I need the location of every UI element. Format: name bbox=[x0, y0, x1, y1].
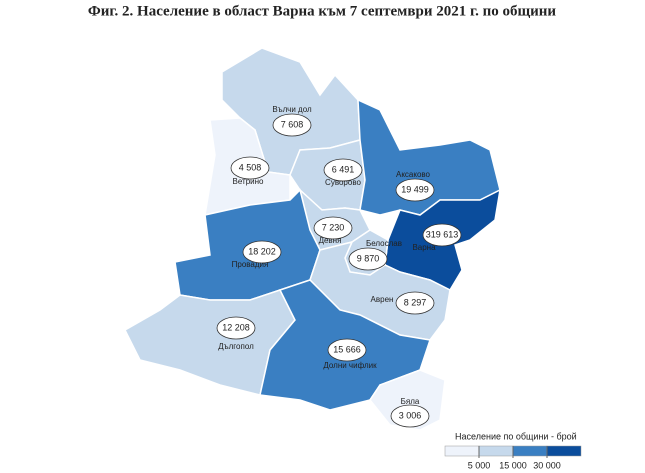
region-labels: 7 608 Вълчи дол 4 508 Ветрино 6 491 Суворово 1… bbox=[216, 105, 462, 428]
value-label: 18 202 bbox=[248, 246, 276, 256]
value-label: 19 499 bbox=[401, 184, 429, 194]
legend-swatch bbox=[546, 445, 582, 457]
region-name: Девня bbox=[319, 236, 342, 245]
legend-tick-label: 15 000 bbox=[499, 460, 527, 470]
region-name: Ветрино bbox=[233, 177, 265, 186]
label-bubble bbox=[272, 113, 312, 137]
value-label: 4 508 bbox=[239, 162, 262, 172]
legend-swatch bbox=[512, 445, 548, 457]
value-label: 12 208 bbox=[222, 322, 250, 332]
region-name: Варна bbox=[412, 243, 436, 252]
value-label: 319 613 bbox=[426, 229, 459, 239]
label-bubble bbox=[395, 178, 435, 202]
value-label: 15 666 bbox=[333, 344, 361, 354]
legend-title: Население по общини - брой bbox=[455, 431, 577, 441]
label-bubble bbox=[422, 223, 462, 247]
label-bubble bbox=[230, 156, 270, 180]
value-label: 7 230 bbox=[322, 222, 345, 232]
legend-swatch bbox=[478, 445, 514, 457]
region-name: Вълчи дол bbox=[272, 105, 312, 114]
region-name: Провадия bbox=[232, 260, 269, 269]
legend-tick-label: 5 000 bbox=[468, 460, 491, 470]
region-name: Суворово bbox=[325, 178, 361, 187]
legend: Население по общини - брой 5 000 15 000 30 … bbox=[444, 431, 582, 470]
legend-swatch bbox=[444, 445, 480, 457]
label-bubble bbox=[390, 404, 430, 428]
value-label: 8 297 bbox=[404, 297, 427, 307]
region-name: Бяла bbox=[401, 397, 420, 406]
label-bubble bbox=[327, 338, 367, 362]
label-bubble bbox=[395, 291, 435, 315]
value-label: 3 006 bbox=[399, 410, 422, 420]
legend-tick-label: 30 000 bbox=[533, 460, 561, 470]
region-name: Долни чифлик bbox=[323, 361, 377, 370]
label-bubble bbox=[216, 316, 256, 340]
label-bubble bbox=[242, 240, 282, 264]
map-title: Фиг. 2. Население в област Варна към 7 с… bbox=[88, 3, 557, 19]
value-label: 7 608 bbox=[281, 119, 304, 129]
region-name: Аксаково bbox=[396, 170, 431, 179]
region-name: Аврен bbox=[371, 295, 394, 304]
value-label: 6 491 bbox=[332, 164, 355, 174]
region-name: Дългопол bbox=[218, 342, 254, 351]
label-bubble bbox=[348, 247, 388, 271]
label-bubble bbox=[313, 216, 353, 240]
value-label: 9 870 bbox=[357, 253, 380, 263]
region-name: Белослав bbox=[366, 239, 402, 248]
label-bubble bbox=[323, 158, 363, 182]
